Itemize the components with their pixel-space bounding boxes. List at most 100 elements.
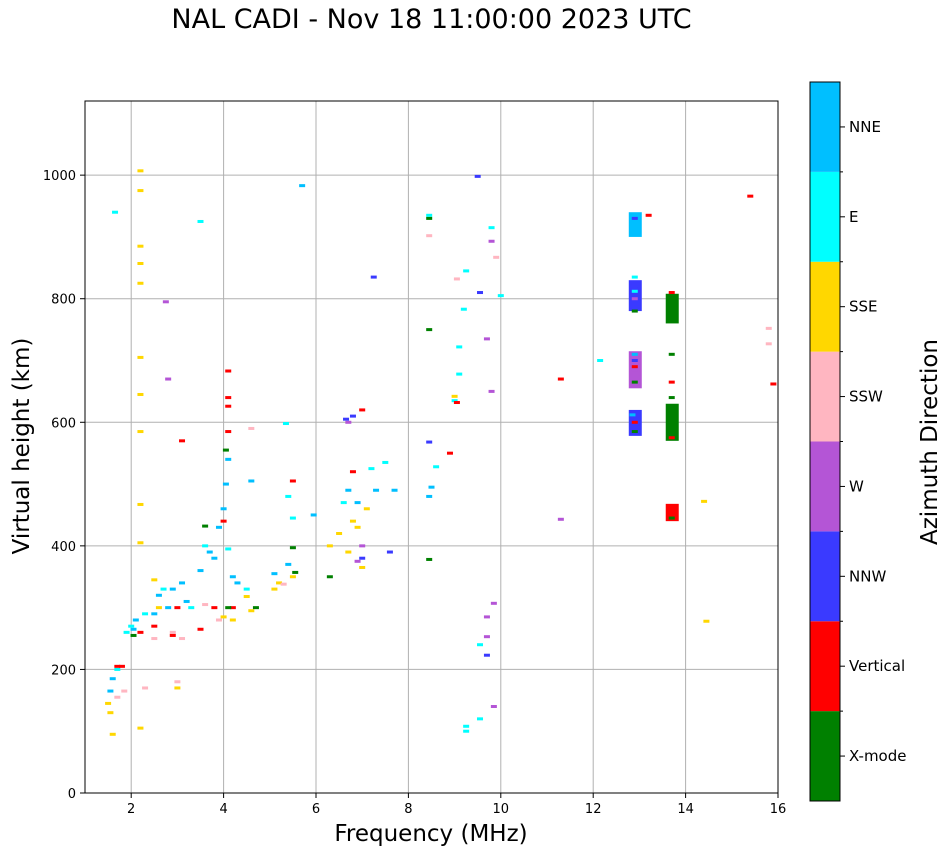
- x-tick-label: 14: [677, 802, 694, 817]
- colorbar-segment: [810, 171, 840, 262]
- data-point: [123, 630, 130, 634]
- data-point: [453, 401, 460, 405]
- x-tick-label: 12: [585, 802, 602, 817]
- data-point: [668, 507, 675, 511]
- data-point: [220, 519, 227, 523]
- data-point: [426, 216, 433, 220]
- data-point: [114, 695, 121, 699]
- data-point: [202, 603, 209, 607]
- data-point: [597, 359, 604, 362]
- data-point: [359, 565, 366, 569]
- data-point: [197, 219, 204, 223]
- data-point: [105, 701, 112, 705]
- y-axis-title: Virtual height (km): [9, 338, 35, 555]
- data-point: [292, 570, 299, 574]
- data-point: [557, 377, 564, 381]
- data-point: [137, 244, 144, 248]
- data-point: [631, 309, 638, 313]
- data-point: [215, 525, 222, 529]
- data-point: [631, 231, 638, 235]
- data-point: [174, 686, 181, 690]
- y-tick-label: 0: [68, 787, 76, 802]
- colorbar-segment: [810, 441, 840, 532]
- data-point: [373, 488, 380, 492]
- data-point: [248, 426, 255, 430]
- data-point: [179, 581, 186, 585]
- data-point: [463, 724, 470, 728]
- data-point: [456, 345, 463, 349]
- data-point: [668, 396, 675, 400]
- data-point: [107, 689, 114, 693]
- data-point: [225, 369, 232, 373]
- data-point: [280, 582, 287, 586]
- colorbar-label: E: [849, 208, 858, 226]
- data-point: [248, 609, 255, 613]
- data-point: [243, 587, 250, 591]
- data-point: [426, 440, 433, 444]
- data-point: [668, 352, 675, 356]
- colorbar-segment: [810, 531, 840, 622]
- data-point: [137, 430, 144, 434]
- data-point: [137, 261, 144, 265]
- data-point: [426, 213, 433, 217]
- y-tick-label: 1000: [43, 169, 76, 184]
- data-point: [382, 460, 389, 464]
- data-point: [289, 479, 296, 483]
- data-point: [109, 732, 116, 736]
- data-point: [336, 532, 343, 535]
- data-point: [151, 637, 158, 641]
- y-tick-label: 600: [51, 416, 76, 431]
- data-point: [493, 255, 500, 259]
- data-point: [121, 689, 128, 693]
- data-point: [289, 546, 296, 550]
- data-point: [770, 382, 777, 386]
- data-point: [114, 667, 121, 671]
- colorbar-segment: [810, 261, 840, 352]
- data-point: [631, 284, 638, 288]
- colorbar-label: Vertical: [849, 657, 905, 675]
- data-point: [629, 413, 636, 417]
- colorbar-segment: [810, 711, 840, 801]
- data-point: [229, 606, 236, 610]
- data-point: [151, 624, 158, 628]
- data-point: [354, 559, 361, 563]
- data-point: [137, 630, 144, 634]
- data-point: [137, 392, 144, 396]
- data-point: [179, 637, 186, 641]
- data-point: [483, 653, 490, 657]
- data-point: [359, 544, 366, 548]
- data-point: [631, 275, 638, 279]
- data-point: [137, 726, 144, 730]
- colorbar-segment: [810, 621, 840, 712]
- data-point: [631, 223, 638, 227]
- data-point: [747, 194, 754, 198]
- plot-frame: [84, 100, 779, 794]
- data-point: [276, 581, 283, 585]
- data-point: [391, 488, 398, 492]
- data-point: [114, 664, 121, 668]
- data-point: [488, 389, 495, 393]
- data-point: [668, 436, 675, 440]
- data-band: [665, 293, 679, 324]
- data-point: [477, 643, 484, 647]
- data-point: [109, 677, 116, 681]
- data-point: [497, 294, 504, 298]
- data-point: [426, 234, 433, 238]
- data-point: [668, 291, 675, 295]
- y-tick-label: 800: [51, 293, 76, 308]
- data-point: [229, 575, 236, 579]
- data-point: [668, 309, 675, 313]
- data-point: [426, 557, 433, 561]
- data-point: [386, 550, 393, 554]
- data-point: [137, 541, 144, 545]
- data-point: [477, 291, 484, 295]
- data-point: [631, 359, 638, 362]
- data-point: [490, 601, 497, 605]
- data-band: [628, 280, 642, 312]
- data-point: [463, 269, 470, 273]
- data-point: [354, 525, 361, 529]
- data-point: [225, 430, 232, 434]
- data-point: [220, 615, 227, 619]
- data-point: [488, 226, 495, 230]
- data-point: [354, 501, 361, 505]
